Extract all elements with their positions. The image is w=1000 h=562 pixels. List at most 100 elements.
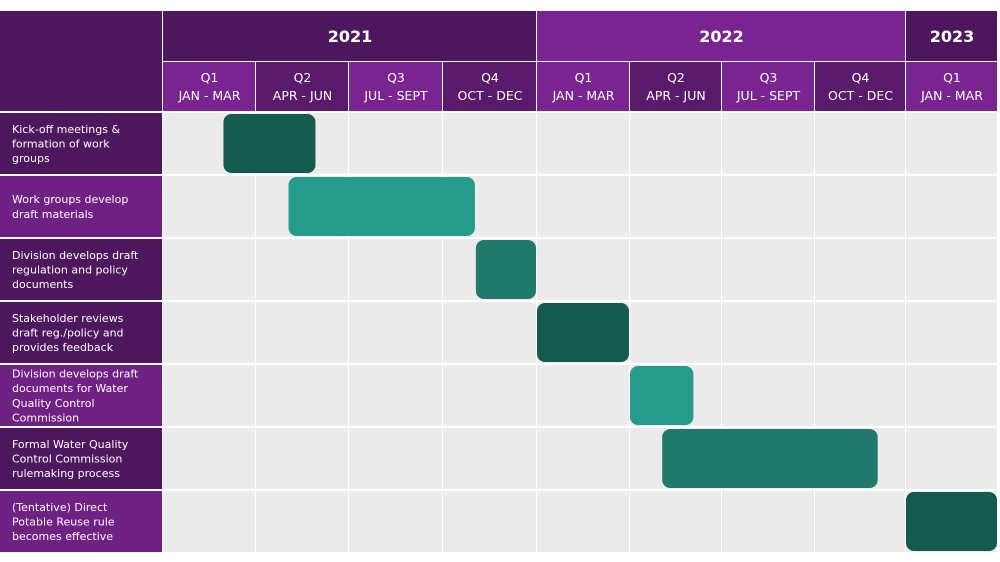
grid-cell bbox=[163, 491, 255, 552]
task-label-line: Formal Water Quality bbox=[12, 438, 129, 451]
quarter-header-cell bbox=[349, 62, 442, 111]
task-label-line: Division develops draft bbox=[12, 368, 139, 381]
quarter-header-cell bbox=[537, 62, 629, 111]
quarter-label: Q4 bbox=[481, 70, 499, 85]
grid-cell bbox=[815, 365, 905, 426]
gantt-bar bbox=[662, 429, 878, 488]
grid-cell bbox=[722, 113, 814, 174]
task-label-line: Work groups develop bbox=[12, 193, 128, 206]
grid-cell bbox=[722, 491, 814, 552]
task-label-line: (Tentative) Direct bbox=[12, 501, 108, 514]
grid-cell bbox=[443, 491, 536, 552]
grid-cell bbox=[537, 176, 629, 237]
task-label-line: draft reg./policy and bbox=[12, 327, 124, 340]
task-label-line: formation of work bbox=[12, 138, 110, 151]
task-label-cell bbox=[0, 302, 162, 363]
grid-cell bbox=[163, 428, 255, 489]
quarter-label: Q3 bbox=[760, 70, 778, 85]
year-label: 2021 bbox=[328, 27, 373, 46]
gantt-bar bbox=[288, 177, 475, 236]
quarter-months-label: OCT - DEC bbox=[458, 88, 523, 103]
quarter-months-label: APR - JUN bbox=[273, 88, 332, 103]
task-label-cell bbox=[0, 491, 162, 552]
quarter-label: Q1 bbox=[575, 70, 593, 85]
task-label-line: Kick-off meetings & bbox=[12, 123, 120, 136]
task-label-line: regulation and policy bbox=[12, 264, 128, 277]
grid-cell bbox=[443, 113, 536, 174]
grid-cell bbox=[815, 113, 905, 174]
task-label-cell bbox=[0, 239, 162, 300]
grid-cell bbox=[906, 176, 997, 237]
grid-cell bbox=[906, 365, 997, 426]
grid-cell bbox=[349, 302, 442, 363]
task-label-line: rulemaking process bbox=[12, 467, 120, 480]
task-label-line: Commission bbox=[12, 411, 79, 424]
grid-cell bbox=[256, 365, 348, 426]
gantt-bar bbox=[537, 303, 629, 362]
task-label-line: documents bbox=[12, 278, 73, 291]
grid-cell bbox=[349, 428, 442, 489]
gantt-bar bbox=[630, 366, 694, 425]
grid-cell bbox=[163, 239, 255, 300]
grid-cell bbox=[906, 302, 997, 363]
grid-cell bbox=[630, 176, 721, 237]
year-header-cell bbox=[163, 11, 536, 61]
grid-cell bbox=[256, 302, 348, 363]
grid-cell bbox=[349, 239, 442, 300]
task-label-cell bbox=[0, 428, 162, 489]
quarter-header-cell bbox=[443, 62, 536, 111]
task-label-line: documents for Water bbox=[12, 382, 128, 395]
grid-cell bbox=[630, 491, 721, 552]
year-label: 2023 bbox=[930, 27, 975, 46]
quarter-months-label: APR - JUN bbox=[646, 88, 705, 103]
grid-cell bbox=[256, 491, 348, 552]
gantt-bar bbox=[223, 114, 316, 173]
grid-cell bbox=[349, 491, 442, 552]
quarter-months-label: JUL - SEPT bbox=[736, 88, 801, 103]
grid-cell bbox=[537, 239, 629, 300]
grid-cell bbox=[722, 176, 814, 237]
task-label-line: becomes effective bbox=[12, 530, 113, 543]
grid-cell bbox=[537, 113, 629, 174]
grid-cell bbox=[349, 365, 442, 426]
task-label-cell bbox=[0, 176, 162, 237]
grid-cell bbox=[443, 428, 536, 489]
grid-cell bbox=[349, 113, 442, 174]
quarter-header-cell bbox=[815, 62, 905, 111]
quarter-header-cell bbox=[722, 62, 814, 111]
grid-cell bbox=[443, 302, 536, 363]
grid-cell bbox=[815, 302, 905, 363]
grid-cell bbox=[163, 176, 255, 237]
grid-cell bbox=[537, 365, 629, 426]
grid-cell bbox=[537, 491, 629, 552]
quarter-label: Q4 bbox=[852, 70, 870, 85]
quarter-header-cell bbox=[163, 62, 255, 111]
grid-cell bbox=[906, 428, 997, 489]
grid-cell bbox=[722, 302, 814, 363]
task-label-line: Stakeholder reviews bbox=[12, 312, 124, 325]
grid-cell bbox=[163, 365, 255, 426]
year-header-cell bbox=[537, 11, 905, 61]
quarter-label: Q1 bbox=[943, 70, 961, 85]
gantt-bar bbox=[475, 240, 536, 299]
task-label-line: Quality Control bbox=[12, 397, 95, 410]
grid-cell bbox=[630, 113, 721, 174]
quarter-months-label: JAN - MAR bbox=[552, 88, 615, 103]
corner-header-block bbox=[0, 11, 162, 111]
quarter-label: Q2 bbox=[667, 70, 685, 85]
quarter-header-cell bbox=[906, 62, 997, 111]
task-label-cell bbox=[0, 113, 162, 174]
grid-cell bbox=[630, 302, 721, 363]
gantt-bar bbox=[906, 492, 997, 551]
grid-cell bbox=[443, 365, 536, 426]
task-label-line: Potable Reuse rule bbox=[12, 516, 115, 529]
task-label-line: draft materials bbox=[12, 208, 94, 221]
quarter-months-label: JAN - MAR bbox=[920, 88, 983, 103]
grid-cell bbox=[815, 176, 905, 237]
year-header-cell bbox=[906, 11, 997, 61]
quarter-label: Q2 bbox=[294, 70, 312, 85]
grid-cell bbox=[815, 239, 905, 300]
year-label: 2022 bbox=[699, 27, 744, 46]
quarter-header-cell bbox=[256, 62, 348, 111]
